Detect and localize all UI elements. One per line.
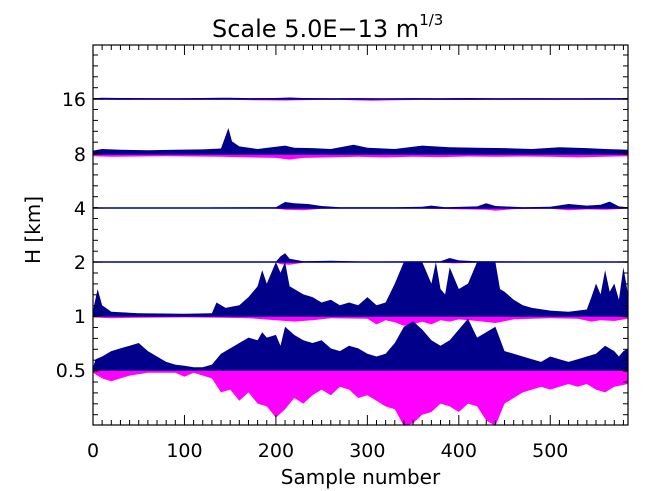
series-area-lower: [93, 154, 628, 160]
series-4: [93, 201, 628, 211]
series-area-upper: [93, 128, 628, 154]
series-0_5: [93, 318, 628, 426]
x-tick-label: 0: [87, 440, 99, 462]
x-tick-label: 300: [349, 440, 385, 462]
series-area-lower: [93, 316, 628, 326]
y-tick-label: 4: [74, 198, 86, 220]
chart-title: Scale 5.0E−13 m1/3: [212, 11, 443, 43]
y-tick-label: 1: [74, 306, 86, 328]
y-tick-label: 16: [62, 89, 86, 111]
series-area-lower: [93, 370, 628, 426]
x-tick-label: 100: [166, 440, 202, 462]
series-8: [93, 128, 628, 160]
series-area-upper: [93, 253, 628, 262]
ticks-layer: 0 100 200 300 400 500 16 8 4 2 1 0.5: [56, 45, 628, 462]
series-1: [93, 262, 628, 326]
svg-text:Scale 5.0E−13 m1/3: Scale 5.0E−13 m1/3: [212, 11, 443, 43]
y-tick-label: 2: [74, 252, 86, 274]
y-tick-label: 8: [74, 144, 86, 166]
series-area-upper: [93, 318, 628, 370]
x-tick-label: 200: [258, 440, 294, 462]
chart-title-main: Scale 5.0E−13 m: [212, 15, 419, 43]
series-layer: [93, 97, 628, 426]
y-tick-label: 0.5: [56, 360, 86, 382]
x-axis-label: Sample number: [281, 465, 441, 489]
series-area-upper: [93, 201, 628, 208]
x-tick-label: 500: [532, 440, 568, 462]
chart-title-exponent: 1/3: [419, 11, 443, 29]
plot-frame: [92, 44, 629, 426]
series-2: [93, 253, 628, 265]
x-tick-label: 400: [441, 440, 477, 462]
series-area-upper: [93, 262, 628, 316]
y-axis-label: H [km]: [21, 196, 45, 264]
series-16: [93, 97, 628, 101]
